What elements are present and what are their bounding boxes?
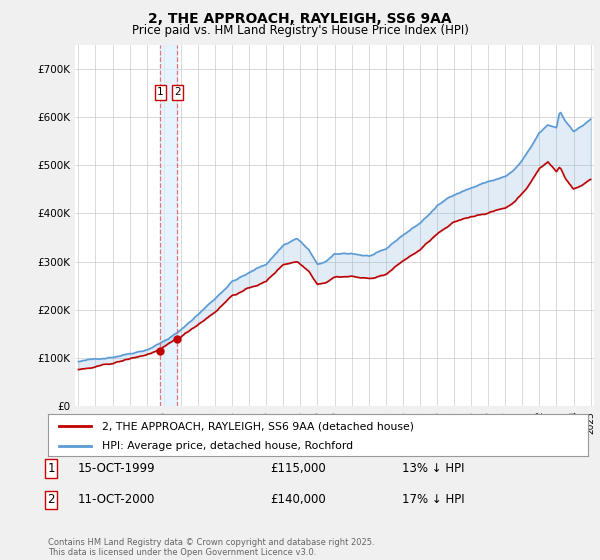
- Text: 15-OCT-1999: 15-OCT-1999: [78, 462, 155, 475]
- Text: 13% ↓ HPI: 13% ↓ HPI: [402, 462, 464, 475]
- Text: 2, THE APPROACH, RAYLEIGH, SS6 9AA: 2, THE APPROACH, RAYLEIGH, SS6 9AA: [148, 12, 452, 26]
- Text: 17% ↓ HPI: 17% ↓ HPI: [402, 493, 464, 506]
- Text: 1: 1: [47, 462, 55, 475]
- Text: HPI: Average price, detached house, Rochford: HPI: Average price, detached house, Roch…: [102, 441, 353, 451]
- Text: Contains HM Land Registry data © Crown copyright and database right 2025.
This d: Contains HM Land Registry data © Crown c…: [48, 538, 374, 557]
- Bar: [160, 45, 177, 406]
- Text: £140,000: £140,000: [270, 493, 326, 506]
- Text: 2: 2: [174, 87, 181, 97]
- Text: 2, THE APPROACH, RAYLEIGH, SS6 9AA (detached house): 2, THE APPROACH, RAYLEIGH, SS6 9AA (deta…: [102, 421, 414, 431]
- Text: £115,000: £115,000: [270, 462, 326, 475]
- Text: Price paid vs. HM Land Registry's House Price Index (HPI): Price paid vs. HM Land Registry's House …: [131, 24, 469, 36]
- Text: 1: 1: [157, 87, 164, 97]
- Text: 2: 2: [47, 493, 55, 506]
- Text: 11-OCT-2000: 11-OCT-2000: [78, 493, 155, 506]
